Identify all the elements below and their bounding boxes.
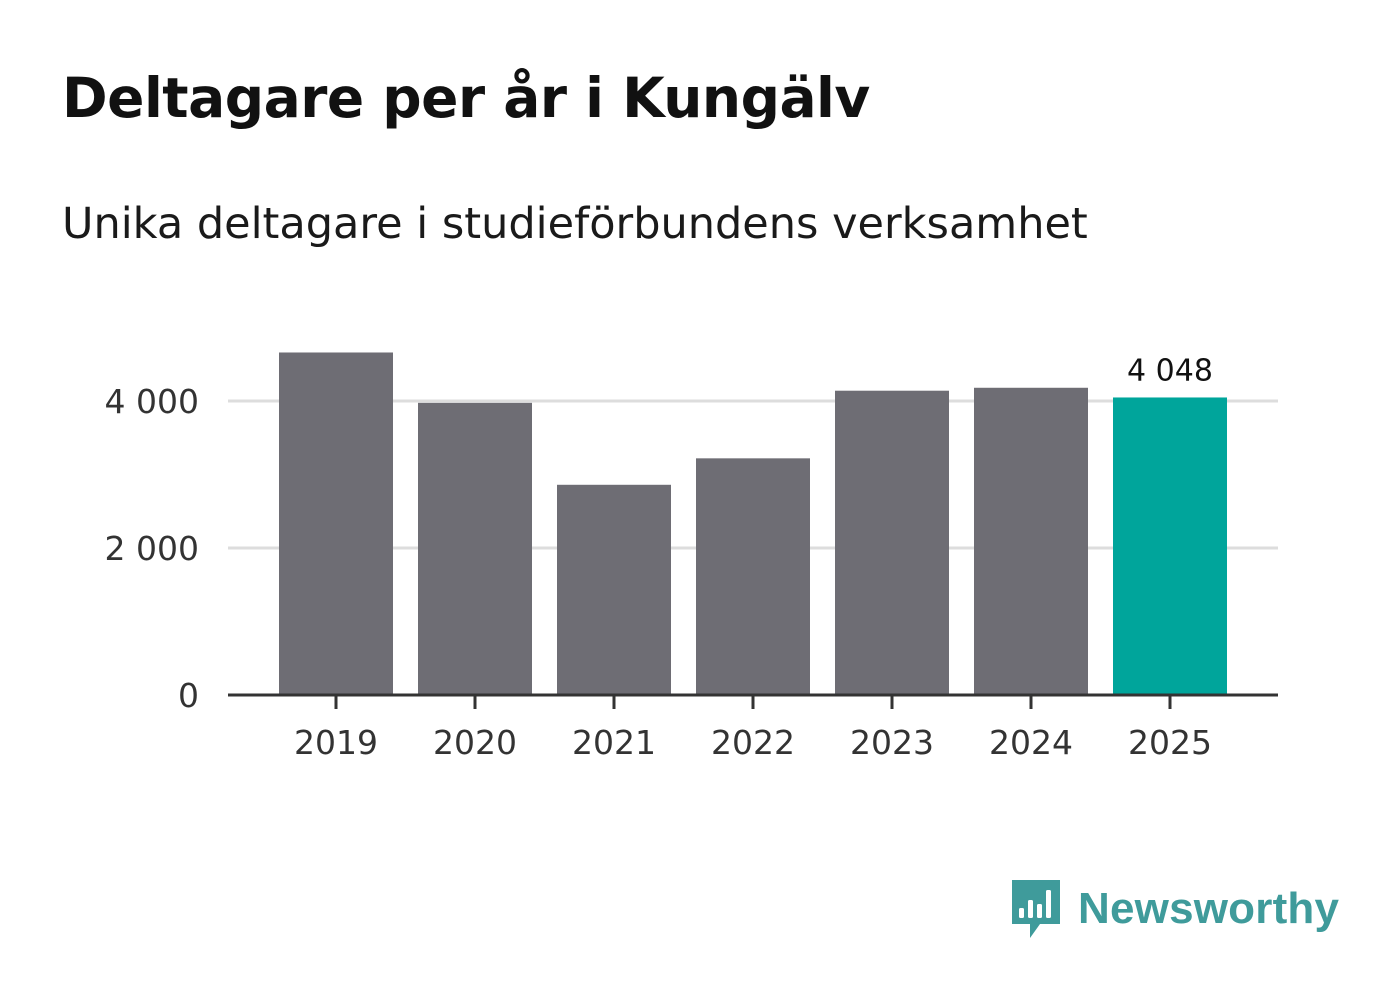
y-tick-label: 4 000 (105, 382, 199, 421)
brand-logo: Newsworthy (1010, 878, 1339, 940)
bar-2021 (557, 484, 671, 695)
x-axis-ticks: 2019 2020 2021 2022 2023 2024 2025 (294, 695, 1212, 762)
chart-title: Deltagare per år i Kungälv (62, 66, 870, 130)
x-tick-label-2025: 2025 (1128, 723, 1212, 762)
x-tick-label-2020: 2020 (433, 723, 517, 762)
bar-2024 (974, 387, 1088, 695)
brand-name: Newsworthy (1078, 884, 1340, 933)
y-tick-label: 0 (178, 676, 199, 715)
bar-2025 (1113, 397, 1227, 695)
x-tick-label-2021: 2021 (572, 723, 656, 762)
bar-2019 (279, 352, 393, 695)
chart-subtitle: Unika deltagare i studieförbundens verks… (62, 199, 1088, 249)
y-axis-ticks: 0 2 000 4 000 (105, 382, 199, 715)
y-tick-label: 2 000 (105, 529, 199, 568)
newsworthy-logo-icon (1012, 880, 1060, 938)
bar-2023 (835, 390, 949, 695)
data-labels: 4 048 (1127, 353, 1213, 388)
x-tick-label-2023: 2023 (850, 723, 934, 762)
bar-2022 (696, 458, 810, 695)
x-tick-label-2024: 2024 (989, 723, 1073, 762)
bars (279, 352, 1227, 695)
data-label-2025: 4 048 (1127, 353, 1213, 388)
x-tick-label-2022: 2022 (711, 723, 795, 762)
bar-2020 (418, 402, 532, 695)
x-tick-label-2019: 2019 (294, 723, 378, 762)
